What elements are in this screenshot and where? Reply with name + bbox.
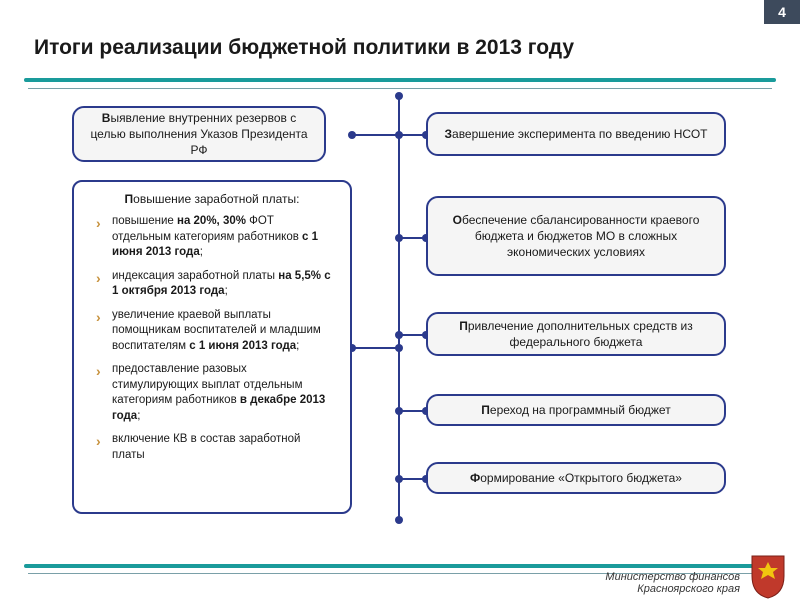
coat-of-arms-icon bbox=[748, 552, 788, 600]
box-program-budget: Переход на программный бюджет bbox=[426, 394, 726, 426]
salary-list: повышение на 20%, 30% ФОТ отдельным кате… bbox=[88, 214, 336, 463]
salary-item: повышение на 20%, 30% ФОТ отдельным кате… bbox=[96, 214, 336, 261]
salary-item: индексация заработной платы на 5,5% с 1 … bbox=[96, 269, 336, 300]
divider-bottom bbox=[24, 564, 776, 568]
box-open-budget: Формирование «Открытого бюджета» bbox=[426, 462, 726, 494]
salary-item: предоставление разовых стимулирующих вып… bbox=[96, 362, 336, 424]
footer: Министерство финансов Красноярского края bbox=[605, 571, 740, 596]
box-federal: Привлечение дополнительных средств из фе… bbox=[426, 312, 726, 356]
page-number: 4 bbox=[764, 0, 800, 24]
divider-top bbox=[24, 78, 776, 82]
box-salary-title: Повышение заработной платы: bbox=[88, 192, 336, 206]
page-title: Итоги реализации бюджетной политики в 20… bbox=[34, 36, 574, 60]
salary-item: увеличение краевой выплаты помощникам во… bbox=[96, 308, 336, 355]
box-nsot: Завершение эксперимента по введению НСОТ bbox=[426, 112, 726, 156]
salary-item: включение КВ в состав заработной платы bbox=[96, 432, 336, 463]
box-balance: Обеспечение сбалансированности краевого … bbox=[426, 196, 726, 276]
box-reserves: Выявление внутренних резервов с целью вы… bbox=[72, 106, 326, 162]
box-salary: Повышение заработной платы: повышение на… bbox=[72, 180, 352, 514]
divider-top-thin bbox=[28, 88, 772, 89]
